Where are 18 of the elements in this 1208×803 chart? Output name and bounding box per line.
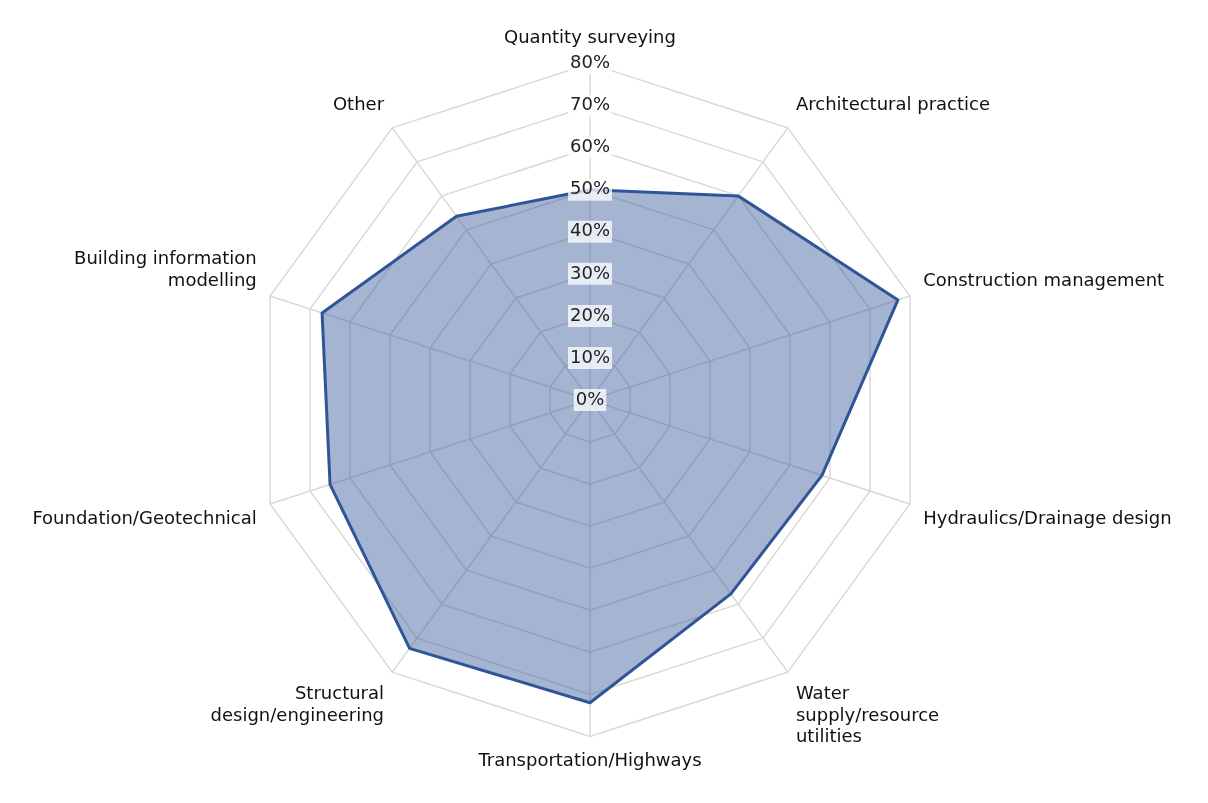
y-tick-label: 10% [569,345,611,367]
spoke-label: Architectural practice [795,93,991,115]
y-tick-label: 30% [569,261,611,283]
y-tick-label: 80% [569,51,611,73]
spoke-label: Other [332,93,385,115]
y-tick-label: 70% [569,93,611,115]
spoke-label: Construction management [923,268,1165,290]
spoke-label: Hydraulics/Drainage design [923,506,1172,528]
spoke-label: Quantity surveying [504,26,676,48]
y-tick-label: 40% [569,219,611,241]
spoke-label: Water supply/resource utilities [795,681,940,747]
y-tick-label: 60% [569,135,611,157]
y-tick-label: 0% [575,387,605,409]
y-tick-label: 20% [569,303,611,325]
spoke-label: Transportation/Highways [477,748,702,770]
spoke-label: Foundation/Geotechnical [32,506,257,528]
spoke-label: Structural design/engineering [210,681,385,725]
spoke-label: Building information modelling [74,246,257,290]
